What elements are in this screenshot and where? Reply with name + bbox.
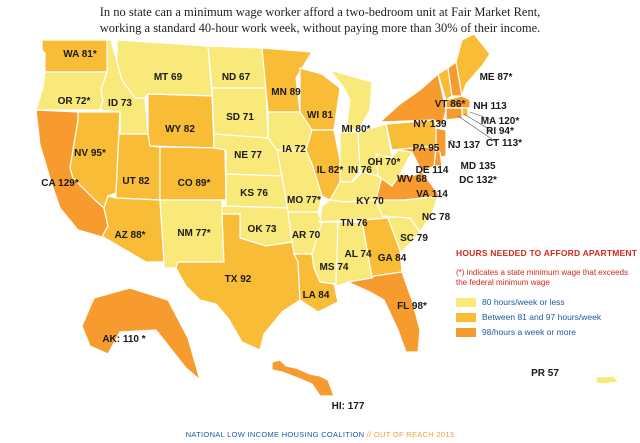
state-label-tx: TX 92: [225, 274, 252, 285]
state-label-az: AZ 88*: [114, 230, 145, 241]
legend-label-mid: Between 81 and 97 hours/week: [482, 312, 602, 322]
state-label-de: DE 114: [416, 165, 449, 176]
legend-item-low: 80 hours/week or less: [456, 297, 636, 307]
state-label-nh: NH 113: [473, 101, 507, 112]
state-label-ct: CT 113*: [486, 138, 522, 149]
state-label-ks: KS 76: [240, 188, 268, 199]
state-label-in: IN 76: [348, 165, 372, 176]
state-pr: [595, 375, 620, 385]
state-label-ut: UT 82: [122, 176, 150, 187]
state-label-nm: NM 77*: [177, 228, 210, 239]
legend-note-line-1: (*) indicates a state minimum wage that …: [456, 268, 629, 277]
state-label-ia: IA 72: [282, 144, 306, 155]
state-label-sd: SD 71: [226, 112, 254, 123]
legend-swatch-high: [456, 327, 476, 337]
legend-swatch-low: [456, 297, 476, 307]
state-label-ca: CA 129*: [41, 178, 79, 189]
state-mt: [116, 39, 213, 99]
state-label-nj: NJ 137: [448, 140, 481, 151]
state-label-ne: NE 77: [234, 150, 262, 161]
state-nj: [435, 127, 447, 159]
state-label-id: ID 73: [108, 98, 132, 109]
state-wv: [375, 149, 413, 187]
state-label-mi: MI 80*: [342, 124, 371, 135]
state-label-vt: VT 86*: [435, 99, 466, 110]
state-label-wi: WI 81: [307, 110, 334, 121]
state-label-tn: TN 76: [340, 218, 368, 229]
legend-item-mid: Between 81 and 97 hours/week: [456, 312, 636, 322]
footer-publication: OUT OF REACH 2013: [373, 430, 455, 439]
state-md: [391, 145, 437, 173]
title-line-1: In no state can a minimum wage worker af…: [99, 5, 541, 19]
legend-swatch-mid: [456, 312, 476, 322]
state-label-nc: NC 78: [422, 212, 451, 223]
state-label-wv: WV 68: [397, 174, 427, 185]
state-az: [101, 195, 165, 263]
legend-heading: HOURS NEEDED TO AFFORD APARTMENT: [456, 248, 638, 258]
state-label-ok: OK 73: [248, 224, 277, 235]
state-wy: [147, 93, 215, 149]
state-label-ny: NY 139: [413, 119, 447, 130]
state-label-co: CO 89*: [178, 178, 211, 189]
state-label-al: AL 74: [344, 249, 371, 260]
state-tx: [175, 213, 301, 351]
state-label-nd: ND 67: [222, 72, 251, 83]
state-hi: [271, 359, 335, 397]
leader-line: [469, 111, 493, 121]
map-title: In no state can a minimum wage worker af…: [0, 4, 640, 36]
state-label-md: MD 135: [460, 161, 495, 172]
state-co: [159, 146, 227, 201]
state-mn: [261, 47, 314, 113]
state-label-nv: NV 95*: [74, 148, 106, 159]
state-label-ma: MA 120*: [481, 116, 520, 127]
state-mi: [328, 68, 373, 131]
state-label-il: IL 82*: [317, 165, 344, 176]
state-label-pa: PA 95: [413, 143, 440, 154]
state-ct: [445, 107, 463, 121]
state-me: [455, 33, 491, 97]
state-label-ri: RI 94*: [486, 126, 514, 137]
state-label-ky: KY 70: [356, 196, 384, 207]
map-footer: NATIONAL LOW INCOME HOUSING COALITION //…: [0, 430, 640, 439]
leader-line: [457, 115, 497, 143]
legend-item-high: 98/hours a week or more: [456, 327, 636, 337]
state-label-me: ME 87*: [480, 72, 513, 83]
legend-label-high: 98/hours a week or more: [482, 327, 577, 337]
legend-note: (*) indicates a state minimum wage that …: [456, 268, 636, 288]
state-label-ms: MS 74: [320, 262, 349, 273]
title-line-2: working a standard 40-hour work week, wi…: [99, 21, 541, 35]
state-label-oh: OH 70*: [368, 157, 401, 168]
leader-line: [449, 139, 459, 144]
state-label-dc: DC 132*: [459, 175, 497, 186]
state-ma: [445, 95, 471, 109]
map-legend: HOURS NEEDED TO AFFORD APARTMENT (*) ind…: [456, 248, 638, 342]
state-label-mn: MN 89: [271, 87, 301, 98]
state-label-pr: PR 57: [531, 368, 559, 379]
leader-line: [463, 113, 493, 132]
legend-label-low: 80 hours/week or less: [482, 297, 565, 307]
state-ak: [81, 287, 202, 382]
footer-organization: NATIONAL LOW INCOME HOUSING COALITION: [185, 430, 365, 439]
state-label-va: VA 114: [416, 189, 448, 200]
state-label-ak: AK: 110 *: [102, 334, 145, 345]
state-label-fl: FL 98*: [397, 301, 427, 312]
state-label-mt: MT 69: [154, 72, 183, 83]
state-label-sc: SC 79: [400, 233, 428, 244]
state-fl: [345, 271, 421, 353]
state-label-wa: WA 81*: [63, 49, 97, 60]
footer-separator: //: [364, 430, 374, 439]
state-label-hi: HI: 177: [332, 401, 365, 412]
legend-note-line-2: the federal minimum wage: [456, 278, 550, 287]
state-label-la: LA 84: [303, 290, 330, 301]
state-ny: [378, 72, 447, 128]
state-label-ga: GA 84: [378, 253, 407, 264]
state-label-mo: MO 77*: [287, 195, 321, 206]
state-label-ar: AR 70: [292, 230, 321, 241]
state-label-or: OR 72*: [58, 96, 91, 107]
state-label-wy: WY 82: [165, 124, 195, 135]
